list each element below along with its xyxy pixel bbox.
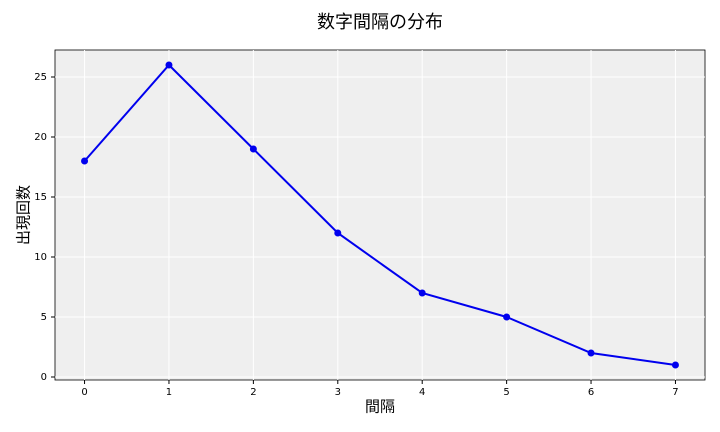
point	[503, 313, 511, 321]
point	[671, 361, 679, 369]
x-tick-label: 3	[335, 387, 341, 398]
chart-title: 数字間隔の分布	[317, 12, 443, 33]
x-tick-label: 6	[588, 387, 594, 398]
plot-area	[54, 49, 706, 381]
y-tick-label: 5	[41, 312, 47, 323]
y-tick-label: 0	[41, 372, 47, 383]
y-tick-label: 15	[34, 192, 47, 203]
x-tick-label: 5	[503, 387, 509, 398]
point	[334, 229, 342, 237]
y-tick-label: 20	[34, 132, 47, 143]
point	[81, 157, 89, 165]
point	[418, 289, 426, 297]
x-tick-label: 4	[419, 387, 425, 398]
y-axis-label: 出現回数	[15, 185, 33, 245]
x-tick-label: 0	[81, 387, 87, 398]
series-line	[83, 63, 676, 366]
x-tick-label: 2	[250, 387, 256, 398]
x-tick-label: 1	[166, 387, 172, 398]
y-tick-label: 25	[34, 72, 47, 83]
point	[165, 61, 173, 69]
point	[249, 145, 257, 153]
x-axis-label: 間隔	[365, 398, 395, 416]
x-tick-label: 7	[672, 387, 678, 398]
point	[587, 349, 595, 357]
y-tick-label: 10	[34, 252, 47, 263]
